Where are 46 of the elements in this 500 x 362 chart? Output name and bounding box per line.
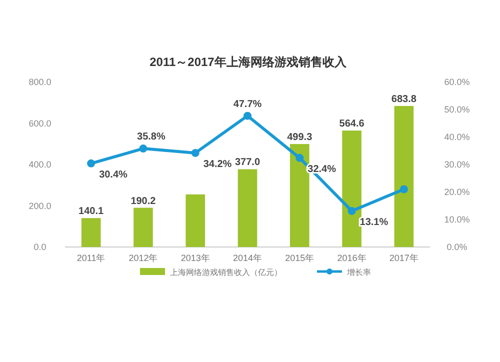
y-tick-label: 600.0	[28, 118, 52, 128]
y2-tick-label: 40.0%	[444, 132, 470, 142]
legend-label: 上海网络游戏销售收入（亿元）	[170, 268, 282, 277]
y-tick-label: 400.0	[28, 160, 52, 170]
bar	[342, 130, 362, 247]
bar	[394, 106, 414, 247]
x-tick-label: 2015年	[285, 253, 314, 263]
bar	[81, 218, 101, 247]
data-label: 140.1	[78, 206, 104, 218]
y2-tick-label: 0.0%	[446, 242, 468, 252]
x-tick-label: 2016年	[337, 253, 366, 263]
chart-title: 2011～2017年上海网络游戏销售收入	[150, 55, 348, 69]
data-label: 30.4%	[99, 169, 128, 180]
point	[244, 112, 252, 120]
y2-tick-label: 60.0%	[444, 77, 470, 87]
y-tick-label: 0.0	[34, 242, 46, 252]
y-tick-label: 800.0	[28, 77, 52, 87]
y2-tick-label: 30.0%	[444, 160, 470, 170]
legend-label: 增长率	[346, 268, 371, 277]
data-label: 499.3	[287, 132, 313, 144]
point	[87, 159, 96, 168]
x-tick-label: 2014年	[232, 253, 262, 263]
y-tick-label: 200.0	[28, 200, 52, 211]
point	[348, 206, 356, 215]
data-label: 47.7%	[233, 98, 262, 110]
x-tick-label: 2013年	[180, 253, 210, 263]
point	[191, 148, 200, 157]
y2-tick-label: 10.0%	[444, 214, 470, 224]
data-label: 190.2	[130, 196, 156, 207]
bar	[186, 194, 206, 247]
x-tick-label: 2017年	[389, 253, 418, 263]
x-tick-label: 2011年	[76, 253, 106, 263]
bar	[238, 169, 258, 247]
x-tick-label: 2012年	[128, 253, 158, 263]
bar	[290, 144, 310, 247]
data-label: 377.0	[234, 157, 260, 168]
point	[400, 185, 408, 194]
data-label: 683.8	[391, 94, 417, 105]
data-label: 35.8%	[137, 132, 166, 143]
y2-tick-label: 20.0%	[444, 187, 470, 197]
data-label: 564.6	[339, 118, 365, 130]
point	[296, 154, 304, 162]
bar	[134, 208, 153, 247]
data-label: 34.2%	[203, 158, 232, 170]
y2-tick-label: 50.0%	[444, 104, 470, 114]
point	[139, 144, 148, 153]
